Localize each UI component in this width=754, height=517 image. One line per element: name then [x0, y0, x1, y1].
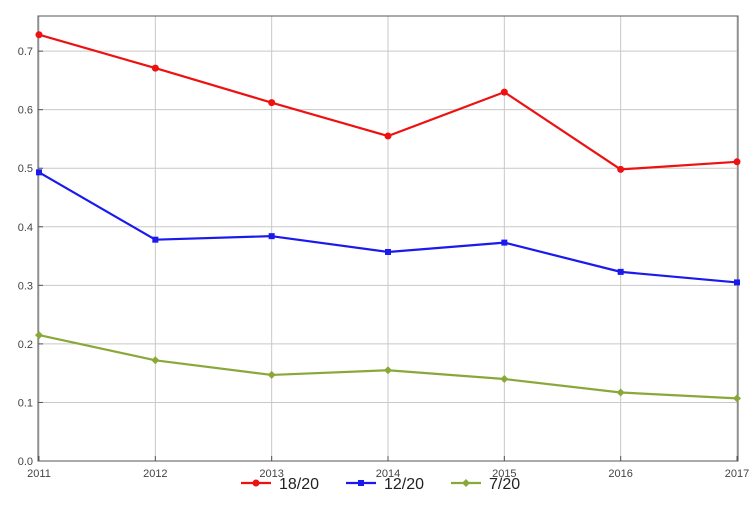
x-tick-label: 2015 — [492, 468, 516, 480]
data-point — [384, 132, 392, 140]
data-point — [616, 388, 625, 397]
legend-label: 7/20 — [489, 476, 520, 493]
data-point — [268, 99, 276, 107]
legend-label: 18/20 — [279, 476, 319, 493]
y-tick-label: 0.6 — [18, 105, 33, 117]
y-tick-label: 0.4 — [18, 222, 33, 234]
series-2 — [36, 169, 740, 286]
data-point — [384, 366, 392, 375]
y-tick-label: 0.3 — [18, 280, 33, 292]
data-point — [36, 169, 42, 176]
grid — [38, 16, 738, 462]
data-point — [151, 64, 159, 72]
data-point — [501, 239, 508, 246]
x-tick-label: 2017 — [725, 468, 749, 480]
legend-swatch-marker — [252, 479, 260, 487]
data-point — [500, 375, 509, 384]
x-tick-label: 2013 — [259, 468, 283, 480]
data-point — [385, 248, 391, 255]
x-tick-label: 2016 — [608, 468, 632, 480]
data-point — [152, 236, 159, 243]
data-point — [734, 279, 740, 286]
y-axis-ticks: 0.0 0.1 0.2 0.3 0.4 0.5 0.6 0.7 — [18, 46, 43, 468]
y-tick-label: 0.5 — [18, 163, 33, 175]
data-point — [267, 370, 276, 379]
data-point — [151, 356, 160, 365]
series-3 — [35, 331, 741, 403]
data-point — [733, 394, 741, 403]
data-point — [617, 165, 625, 173]
series-1 — [35, 31, 741, 173]
legend-item: 7/20 — [451, 476, 520, 493]
legend-swatch-marker — [462, 479, 470, 487]
data-point — [617, 268, 624, 275]
legend-label: 12/20 — [384, 476, 424, 493]
x-tick-label: 2014 — [376, 468, 400, 480]
y-tick-label: 0.7 — [18, 46, 33, 58]
data-point — [35, 331, 43, 340]
x-tick-label: 2012 — [143, 468, 167, 480]
y-tick-label: 0.1 — [18, 397, 33, 409]
data-point — [500, 88, 508, 96]
x-tick-label: 2011 — [27, 468, 51, 480]
y-tick-label: 0.2 — [18, 339, 33, 351]
data-point — [733, 158, 741, 166]
legend-item: 12/20 — [346, 476, 424, 493]
legend-swatch-marker — [358, 480, 364, 486]
series-group — [35, 31, 741, 403]
data-point — [268, 233, 275, 240]
data-point — [35, 31, 43, 39]
x-axis-ticks: 2011 2012 2013 2014 2015 2016 2017 — [27, 456, 749, 480]
legend: 18/20 12/20 7/20 — [241, 476, 520, 493]
y-tick-label: 0.0 — [18, 456, 33, 468]
legend-item: 18/20 — [241, 476, 319, 493]
